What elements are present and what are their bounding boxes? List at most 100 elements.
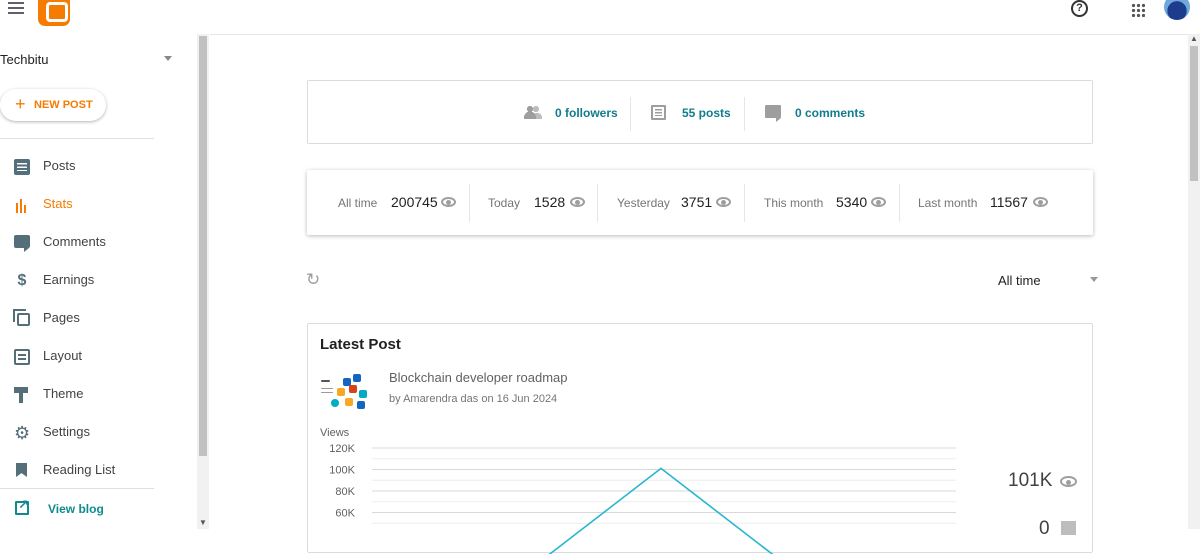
views-line-chart: Views 120K 100K 80K 60K	[320, 427, 956, 554]
date-range-select[interactable]: All time	[998, 272, 1098, 292]
eye-icon	[570, 197, 585, 207]
open-in-new-icon	[15, 497, 29, 515]
sidebar-item-stats[interactable]: Stats	[0, 186, 190, 224]
blog-summary-card: 0 followers 55 posts 0 comments	[307, 80, 1093, 144]
total-comments: 0	[1039, 518, 1050, 539]
blog-selector[interactable]: Techbitu	[0, 51, 180, 71]
sidebar-scrollbar[interactable]: ▼	[197, 34, 209, 529]
sidebar-item-comments[interactable]: Comments	[0, 224, 190, 262]
sidebar-item-label: Earnings	[43, 272, 95, 287]
eye-icon	[441, 197, 456, 207]
people-icon	[524, 105, 542, 119]
sidebar-item-label: Reading List	[43, 462, 116, 477]
eye-icon	[1060, 476, 1077, 487]
post-byline: by Amarendra das on 16 Jun 2024	[389, 393, 558, 405]
views-label: Last month	[918, 196, 978, 210]
sidebar-item-earnings[interactable]: $ Earnings	[0, 262, 190, 300]
total-views: 101K	[1008, 470, 1053, 491]
y-tick-label: 100K	[329, 465, 355, 477]
pages-icon	[13, 309, 30, 326]
views-label: Today	[488, 196, 521, 210]
new-post-label: NEW POST	[34, 99, 93, 111]
divider	[597, 184, 598, 222]
sidebar-item-theme[interactable]: Theme	[0, 376, 190, 414]
comment-icon	[1061, 521, 1076, 535]
posts-link[interactable]: 55 posts	[651, 102, 731, 124]
views-value: 200745	[391, 194, 438, 210]
eye-icon	[871, 197, 886, 207]
eye-icon	[716, 197, 731, 207]
chevron-down-icon	[1090, 277, 1098, 282]
sidebar-item-label: Layout	[43, 348, 83, 363]
views-label: All time	[338, 196, 378, 210]
comment-icon	[765, 105, 781, 122]
views-value: 3751	[681, 194, 713, 210]
view-blog-label: View blog	[48, 502, 104, 516]
chevron-down-icon	[164, 56, 172, 61]
blogger-logo[interactable]	[38, 0, 70, 26]
divider	[630, 97, 631, 131]
scroll-up-icon[interactable]: ▲	[1190, 34, 1198, 43]
views-label: Yesterday	[617, 196, 670, 210]
scrollbar-thumb[interactable]	[1190, 46, 1198, 181]
settings-icon: ⚙	[14, 423, 31, 443]
followers-link[interactable]: 0 followers	[524, 102, 624, 124]
y-tick-label: 80K	[335, 486, 355, 498]
y-tick-label: 120K	[329, 443, 355, 455]
view-blog-link[interactable]: View blog	[0, 494, 190, 524]
views-value: 1528	[534, 194, 566, 210]
sidebar-item-settings[interactable]: ⚙ Settings	[0, 414, 190, 452]
sidebar-nav: Posts Stats Comments $ Earnings Pages La…	[0, 148, 190, 490]
blog-name: Techbitu	[0, 52, 49, 67]
date-range-value: All time	[998, 273, 1041, 288]
divider	[899, 184, 900, 222]
sidebar-item-label: Settings	[43, 424, 90, 439]
reading-list-icon	[16, 463, 27, 477]
new-post-button[interactable]: + NEW POST	[0, 89, 106, 121]
post-thumbnail[interactable]	[321, 374, 367, 411]
views-value: 11567	[990, 194, 1028, 210]
posts-count: 55 posts	[682, 106, 731, 120]
y-tick-label: 60K	[335, 508, 355, 520]
theme-icon	[14, 387, 30, 403]
divider	[744, 97, 745, 131]
sidebar-item-label: Pages	[43, 310, 80, 325]
help-icon[interactable]: ?	[1071, 0, 1088, 17]
eye-icon	[1033, 197, 1048, 207]
earnings-icon: $	[17, 272, 27, 289]
sidebar-item-label: Comments	[43, 234, 106, 249]
refresh-icon[interactable]: ↻	[306, 270, 321, 289]
divider	[0, 488, 154, 489]
latest-post-heading: Latest Post	[320, 336, 401, 353]
followers-count: 0 followers	[555, 106, 618, 120]
posts-icon	[651, 105, 666, 120]
sidebar-item-reading-list[interactable]: Reading List	[0, 452, 190, 490]
sidebar: Techbitu + NEW POST Posts Stats Comments…	[0, 34, 196, 529]
posts-icon	[14, 159, 30, 175]
sidebar-item-pages[interactable]: Pages	[0, 300, 190, 338]
comments-count: 0 comments	[795, 106, 866, 120]
y-axis-label: Views	[320, 427, 350, 439]
views-value: 5340	[836, 194, 868, 210]
latest-post-card: Latest Post Blockchain developer roadmap…	[307, 323, 1093, 554]
main-scrollbar[interactable]: ▲	[1188, 34, 1200, 529]
sidebar-item-posts[interactable]: Posts	[0, 148, 190, 186]
sidebar-item-label: Stats	[43, 196, 73, 211]
apps-icon[interactable]	[1131, 3, 1145, 17]
comments-link[interactable]: 0 comments	[765, 102, 865, 124]
divider	[469, 184, 470, 222]
comments-icon	[14, 235, 30, 252]
avatar[interactable]	[1164, 0, 1190, 20]
sidebar-item-label: Theme	[43, 386, 84, 401]
scroll-down-icon[interactable]: ▼	[199, 518, 207, 527]
sidebar-item-layout[interactable]: Layout	[0, 338, 190, 376]
post-title[interactable]: Blockchain developer roadmap	[389, 370, 568, 385]
divider	[0, 138, 154, 139]
views-label: This month	[764, 196, 824, 210]
divider	[744, 184, 745, 222]
menu-icon[interactable]	[8, 2, 24, 16]
plus-icon: +	[15, 94, 26, 114]
pageviews-card: All time 200745 Today 1528 Yesterday 375…	[307, 170, 1093, 235]
views-series-line	[548, 467, 774, 554]
scrollbar-thumb[interactable]	[199, 36, 207, 456]
